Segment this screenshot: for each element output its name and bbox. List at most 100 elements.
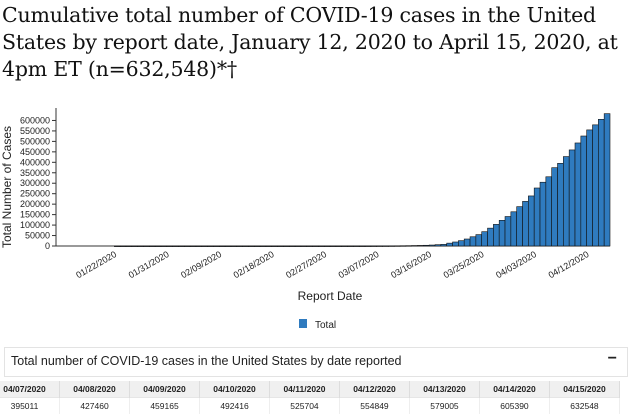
x-axis: 01/22/2020 01/31/2020 02/09/2020 02/18/2020… bbox=[74, 249, 590, 280]
table-header-cell: 04/07/2020 bbox=[0, 381, 60, 398]
bar-02-03-2020 bbox=[183, 245, 191, 247]
x-tick-label: 02/09/2020 bbox=[179, 249, 223, 280]
y-tick-label: 450000 bbox=[20, 147, 50, 157]
table-header-cell: 04/09/2020 bbox=[129, 381, 200, 398]
table-header-cell: 04/12/2020 bbox=[339, 381, 410, 398]
bar-02-06-2020 bbox=[201, 245, 208, 247]
bars bbox=[114, 113, 611, 247]
bar-03-06-2020 bbox=[370, 245, 378, 247]
bar-03-16-2020 bbox=[428, 244, 436, 247]
bar-01-25-2020 bbox=[131, 245, 138, 247]
bar-02-16-2020 bbox=[259, 245, 267, 247]
bar-03-30-2020 bbox=[510, 211, 517, 247]
bar-04-05-2020 bbox=[545, 176, 552, 247]
y-tick-label: 550000 bbox=[20, 126, 50, 136]
bar-01-24-2020 bbox=[125, 245, 133, 247]
bar-04-14-2020 bbox=[598, 119, 605, 247]
bar-04-10-2020 bbox=[574, 142, 582, 247]
table-row: 395011 427460 459165 492416 525704 554849 5790… bbox=[0, 397, 621, 414]
bar-03-22-2020 bbox=[463, 238, 471, 247]
table-header-cell: 04/14/2020 bbox=[479, 381, 550, 398]
bar-04-12-2020 bbox=[586, 129, 593, 247]
bar-01-30-2020 bbox=[160, 245, 168, 247]
table-header-cell: 04/10/2020 bbox=[199, 381, 270, 398]
bar-04-11-2020 bbox=[580, 135, 587, 247]
bar-02-11-2020 bbox=[230, 245, 238, 247]
bar-02-17-2020 bbox=[265, 245, 273, 247]
bar-02-22-2020 bbox=[294, 245, 302, 247]
x-tick-label: 01/31/2020 bbox=[127, 249, 171, 280]
collapse-toggle-button[interactable]: − bbox=[607, 350, 617, 367]
y-tick-label: 0 bbox=[45, 241, 50, 251]
x-tick-label: 01/22/2020 bbox=[74, 249, 118, 280]
bar-02-02-2020 bbox=[178, 245, 185, 247]
bar-02-20-2020 bbox=[283, 245, 290, 247]
x-tick-label: 03/25/2020 bbox=[442, 249, 486, 280]
bar-01-31-2020 bbox=[166, 245, 173, 247]
bar-04-07-2020 bbox=[557, 163, 564, 247]
table-cell: 605390 bbox=[479, 397, 550, 414]
bar-01-22-2020 bbox=[114, 245, 121, 247]
table-cell: 554849 bbox=[339, 397, 410, 414]
bar-02-29-2020 bbox=[335, 245, 343, 247]
chart-title: Cumulative total number of COVID-19 case… bbox=[2, 3, 618, 81]
y-tick-label: 600000 bbox=[20, 115, 50, 125]
table-cell: 427460 bbox=[59, 397, 130, 414]
bar-03-03-2020 bbox=[353, 245, 360, 247]
bar-04-04-2020 bbox=[539, 181, 547, 247]
bar-03-08-2020 bbox=[382, 245, 389, 247]
table-cell: 492416 bbox=[199, 397, 270, 414]
bar-02-04-2020 bbox=[189, 245, 197, 247]
table-header-cell: 04/13/2020 bbox=[409, 381, 480, 398]
bar-04-15-2020 bbox=[603, 113, 611, 247]
bar-03-28-2020 bbox=[498, 220, 506, 247]
bar-03-09-2020 bbox=[388, 245, 395, 247]
table-header-cell: 04/08/2020 bbox=[59, 381, 130, 398]
bar-03-23-2020 bbox=[469, 236, 477, 247]
bar-02-18-2020 bbox=[271, 245, 278, 247]
table-header-cell: 04/11/2020 bbox=[269, 381, 340, 398]
bar-02-27-2020 bbox=[323, 245, 331, 247]
bar-04-06-2020 bbox=[551, 167, 558, 247]
bar-03-31-2020 bbox=[516, 206, 523, 247]
bar-03-10-2020 bbox=[393, 245, 401, 247]
bar-02-19-2020 bbox=[277, 245, 284, 247]
bar-02-13-2020 bbox=[242, 245, 249, 247]
bar-03-18-2020 bbox=[440, 244, 448, 247]
table-cell: 632548 bbox=[549, 397, 621, 414]
x-tick-label: 04/12/2020 bbox=[547, 249, 591, 280]
bar-03-02-2020 bbox=[347, 245, 354, 247]
y-tick-label: 500000 bbox=[20, 136, 50, 146]
x-tick-label: 03/16/2020 bbox=[389, 249, 433, 280]
table-cell: 395011 bbox=[0, 397, 60, 414]
bar-chart: 0500001000001500002000002500003000003500… bbox=[20, 108, 611, 331]
bar-02-12-2020 bbox=[236, 245, 243, 247]
y-tick-label: 100000 bbox=[20, 220, 50, 230]
bar-03-29-2020 bbox=[504, 216, 512, 247]
bar-04-03-2020 bbox=[533, 187, 541, 247]
bar-03-14-2020 bbox=[417, 245, 424, 247]
bar-01-28-2020 bbox=[149, 245, 156, 247]
bar-03-05-2020 bbox=[364, 245, 372, 247]
y-axis-label: Total Number of Cases bbox=[0, 125, 14, 249]
x-axis-label: Report Date bbox=[298, 289, 363, 303]
bar-02-15-2020 bbox=[253, 245, 261, 247]
table-panel-header[interactable]: Total number of COVID-19 cases in the Un… bbox=[4, 347, 628, 377]
bar-03-26-2020 bbox=[487, 227, 494, 247]
bar-02-24-2020 bbox=[306, 245, 313, 247]
bar-02-01-2020 bbox=[172, 245, 179, 247]
bar-03-21-2020 bbox=[458, 240, 465, 247]
legend-swatch-total bbox=[299, 319, 307, 328]
x-tick-label: 04/03/2020 bbox=[494, 249, 538, 280]
bar-01-23-2020 bbox=[119, 245, 127, 247]
bar-03-17-2020 bbox=[434, 244, 442, 247]
bar-02-28-2020 bbox=[329, 245, 337, 247]
bar-02-23-2020 bbox=[300, 245, 308, 247]
bar-03-20-2020 bbox=[452, 241, 459, 247]
bar-02-10-2020 bbox=[224, 245, 232, 247]
table-header-cell: 04/15/2020 bbox=[549, 381, 621, 398]
bar-03-04-2020 bbox=[358, 245, 366, 247]
bar-02-26-2020 bbox=[318, 245, 325, 247]
cases-table: 04/07/2020 04/08/2020 04/09/2020 04/10/2020… bbox=[0, 381, 621, 414]
bar-04-01-2020 bbox=[522, 201, 529, 247]
